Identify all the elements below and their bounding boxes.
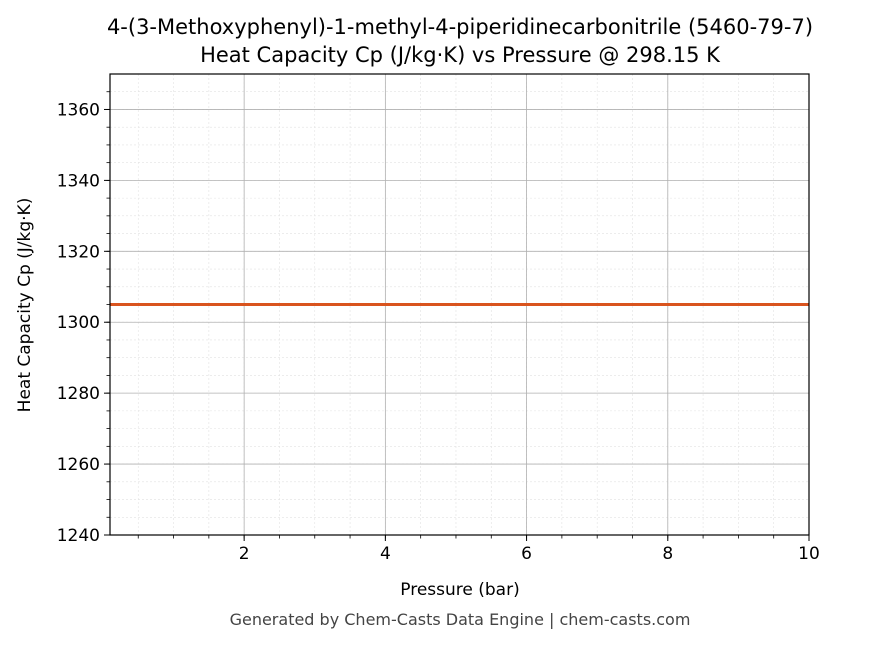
plot-frame bbox=[109, 73, 810, 536]
y-tick-label: 1320 bbox=[57, 242, 100, 262]
chart-title: 4-(3-Methoxyphenyl)-1-methyl-4-piperidin… bbox=[107, 15, 813, 39]
x-tick-label: 2 bbox=[239, 544, 250, 564]
y-axis-label: Heat Capacity Cp (J/kg·K) bbox=[15, 198, 35, 413]
y-tick-label: 1360 bbox=[57, 100, 100, 120]
x-axis-label: Pressure (bar) bbox=[400, 580, 519, 600]
y-tick-label: 1340 bbox=[57, 171, 100, 191]
x-tick-label: 6 bbox=[521, 544, 532, 564]
footer-credit: Generated by Chem-Casts Data Engine | ch… bbox=[230, 610, 691, 629]
x-tick-label: 8 bbox=[662, 544, 673, 564]
y-tick-label: 1300 bbox=[57, 313, 100, 333]
y-tick-label: 1260 bbox=[57, 455, 100, 475]
x-tick-label: 4 bbox=[380, 544, 391, 564]
y-tick-label: 1240 bbox=[57, 526, 100, 546]
y-tick-label: 1280 bbox=[57, 384, 100, 404]
chart-subtitle: Heat Capacity Cp (J/kg·K) vs Pressure @ … bbox=[200, 43, 721, 67]
x-tick-label: 10 bbox=[798, 544, 820, 564]
